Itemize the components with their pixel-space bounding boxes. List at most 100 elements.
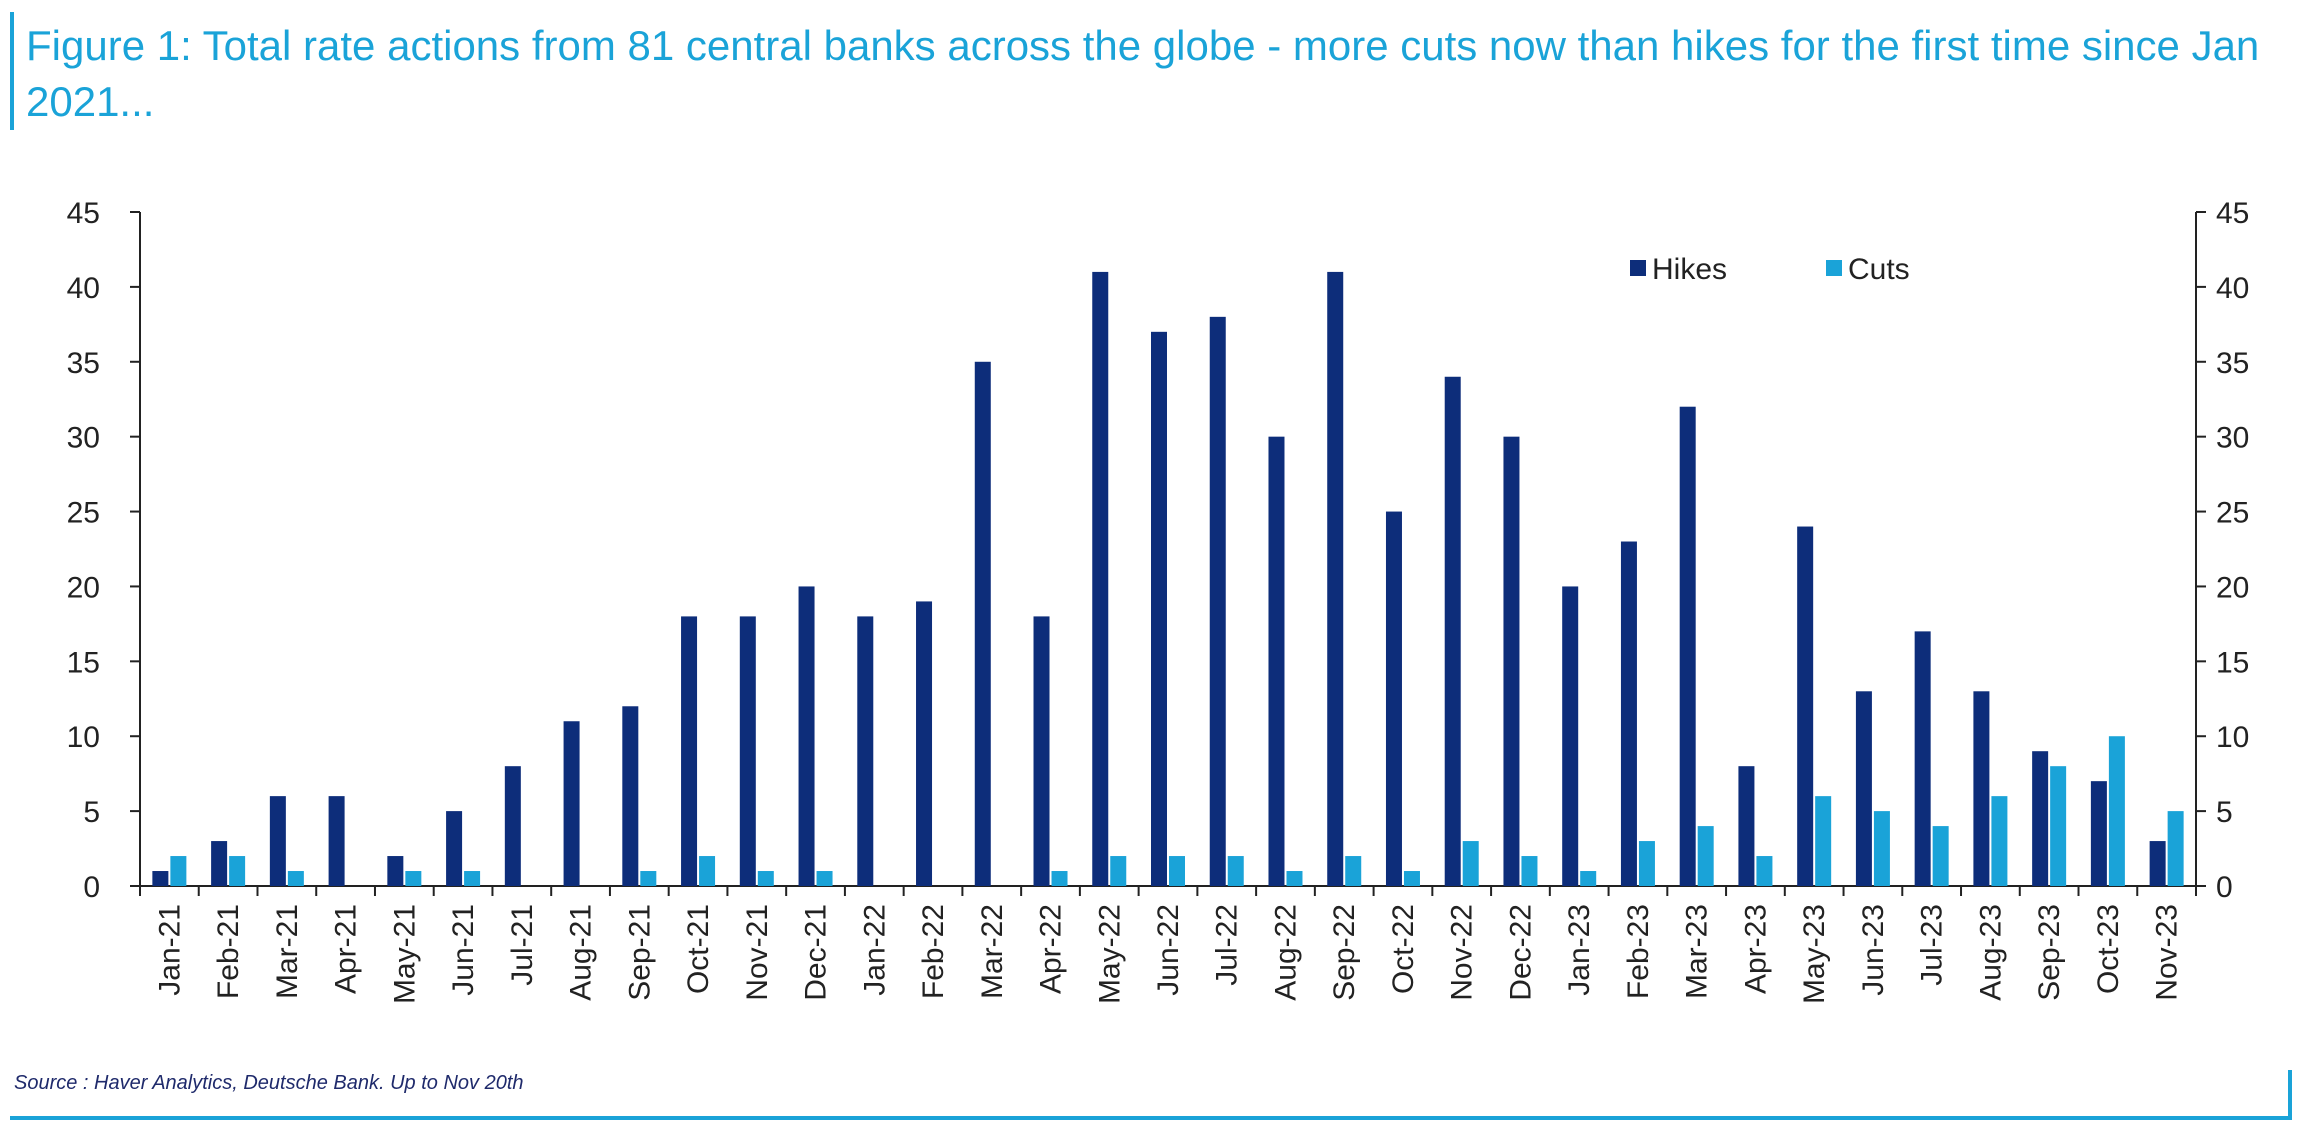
bar-hikes <box>1914 631 1931 886</box>
bar-hikes <box>504 766 521 886</box>
bar-hikes <box>1562 586 1579 886</box>
bar-cuts <box>1873 811 1890 886</box>
bar-cuts <box>1521 856 1538 886</box>
x-tick-label: Sep-22 <box>1328 904 1361 1001</box>
y-tick-label-right: 25 <box>2216 497 2249 530</box>
x-tick-label: Apr-23 <box>1739 904 1772 994</box>
x-tick-label: Feb-21 <box>212 904 245 999</box>
bar-hikes <box>1738 766 1755 886</box>
x-tick-label: Feb-23 <box>1622 904 1655 999</box>
x-tick-label: Nov-21 <box>741 904 774 1001</box>
bar-hikes <box>1209 316 1226 886</box>
bar-hikes <box>2032 751 2049 886</box>
x-tick-label: Oct-22 <box>1387 904 1420 994</box>
bar-cuts <box>1110 856 1127 886</box>
bar-cuts <box>287 871 304 886</box>
x-tick-label: Nov-22 <box>1446 904 1479 1001</box>
y-tick-label-left: 15 <box>67 646 100 679</box>
y-tick-label-left: 30 <box>67 422 100 455</box>
bar-hikes <box>1855 691 1872 886</box>
x-tick-label: May-22 <box>1093 904 1126 1004</box>
source-note: Source : Haver Analytics, Deutsche Bank.… <box>14 1072 524 1094</box>
bar-hikes <box>1151 331 1167 886</box>
y-tick-label-right: 40 <box>2216 272 2249 305</box>
x-tick-label: Jun-21 <box>447 904 480 996</box>
bar-hikes <box>1092 271 1109 886</box>
legend-label-hikes: Hikes <box>1652 253 1727 286</box>
y-tick-label-left: 10 <box>67 721 100 754</box>
bar-hikes <box>1503 436 1520 886</box>
bar-cuts <box>1169 856 1185 886</box>
x-tick-label: Sep-23 <box>2033 904 2066 1001</box>
legend-swatch-cuts <box>1826 260 1842 276</box>
bar-hikes <box>1620 541 1637 886</box>
bar-cuts <box>699 856 716 886</box>
bar-hikes <box>269 796 286 886</box>
x-tick-label: Mar-21 <box>271 904 304 999</box>
x-tick-label: Aug-23 <box>1974 904 2007 1001</box>
y-tick-label-left: 5 <box>83 796 100 829</box>
chart-area: 0 0 5 5 10 10 15 15 20 20 25 25 30 30 35 35 40 40 45 45 Jan-… <box>0 180 2310 1060</box>
bar-cuts <box>1286 871 1303 886</box>
bar-cuts <box>2167 811 2184 886</box>
bar-hikes <box>328 796 345 886</box>
x-tick-label: Dec-21 <box>800 904 833 1001</box>
bar-hikes <box>1268 436 1285 886</box>
y-tick-label-right: 45 <box>2216 197 2249 230</box>
y-tick-label-right: 20 <box>2216 571 2249 604</box>
bar-chart: 0 0 5 5 10 10 15 15 20 20 25 25 30 30 35 35 40 40 45 45 Jan-… <box>67 197 2250 1004</box>
x-tick-label: Apr-21 <box>330 904 363 994</box>
y-tick-label-right: 10 <box>2216 721 2249 754</box>
x-tick-label: Mar-22 <box>976 904 1009 999</box>
x-tick-label: Jan-22 <box>858 904 891 996</box>
x-tick-label: Jul-22 <box>1211 904 1244 986</box>
y-tick-label-left: 20 <box>67 571 100 604</box>
bar-hikes <box>622 706 639 886</box>
bar-cuts <box>1697 826 1714 886</box>
x-tick-label: Jan-23 <box>1563 904 1596 996</box>
bar-hikes <box>857 616 874 886</box>
bar-hikes <box>1327 271 1344 886</box>
bar-cuts <box>640 871 657 886</box>
x-tick-label: Aug-21 <box>565 904 598 1001</box>
y-tick-label-right: 0 <box>2216 871 2233 904</box>
x-tick-label: Mar-23 <box>1681 904 1714 999</box>
x-tick-label: May-23 <box>1798 904 1831 1004</box>
bar-hikes <box>211 841 228 886</box>
bar-hikes <box>563 721 580 886</box>
frame-right-rule <box>2288 1070 2292 1120</box>
y-tick-label-left: 35 <box>67 347 100 380</box>
bar-cuts <box>1932 826 1949 886</box>
bar-hikes <box>681 616 698 886</box>
y-tick-label-left: 45 <box>67 197 100 230</box>
bar-cuts <box>1403 871 1420 886</box>
bar-cuts <box>1227 856 1244 886</box>
bar-cuts <box>816 871 833 886</box>
y-tick-label-right: 5 <box>2216 796 2233 829</box>
x-tick-label: Jun-22 <box>1152 904 1185 996</box>
bar-hikes <box>387 856 404 886</box>
bar-cuts <box>1051 871 1068 886</box>
legend-swatch-hikes <box>1630 260 1646 276</box>
x-tick-label: Apr-22 <box>1035 904 1068 994</box>
y-tick-label-left: 0 <box>83 871 100 904</box>
x-tick-label: Jul-23 <box>1916 904 1949 986</box>
bar-cuts <box>464 871 481 886</box>
bar-hikes <box>2149 841 2166 886</box>
x-tick-label: Dec-22 <box>1504 904 1537 1001</box>
bar-cuts <box>2108 736 2125 886</box>
y-tick-label-right: 35 <box>2216 347 2249 380</box>
title-accent-bar <box>10 12 14 130</box>
frame-bottom-rule <box>10 1116 2292 1120</box>
bar-cuts <box>1580 871 1597 886</box>
x-tick-label: Nov-23 <box>2151 904 2184 1001</box>
bar-hikes <box>152 871 169 886</box>
y-tick-label-left: 40 <box>67 272 100 305</box>
bar-hikes <box>798 586 815 886</box>
bar-hikes <box>1973 691 1990 886</box>
bar-cuts <box>1462 841 1479 886</box>
bar-hikes <box>1797 526 1814 886</box>
bar-hikes <box>739 616 756 886</box>
legend-label-cuts: Cuts <box>1848 253 1910 286</box>
x-tick-label: Jul-21 <box>506 904 539 986</box>
